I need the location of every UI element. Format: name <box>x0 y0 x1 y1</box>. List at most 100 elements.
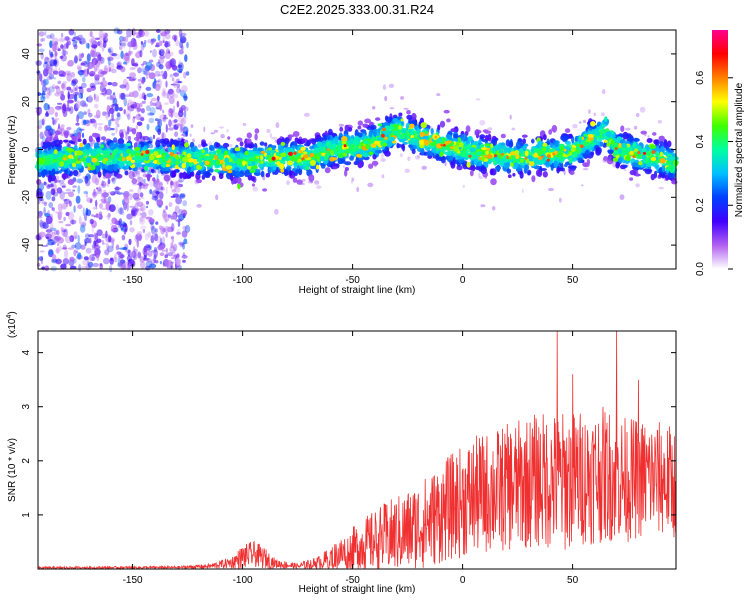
spectrogram-noise-cell <box>81 132 85 138</box>
spectrogram-cell <box>450 128 458 133</box>
spectrogram-noise-cell <box>160 70 164 74</box>
spectrogram-noise-cell <box>66 73 72 82</box>
spectrogram-cell <box>559 143 565 147</box>
spectrogram-noise-cell <box>93 245 101 250</box>
spectrogram-noise-cell <box>647 135 650 138</box>
spectrogram-cell <box>378 149 382 154</box>
spectrogram-hotspot <box>637 151 641 155</box>
spectrogram-cell <box>314 146 320 155</box>
spectrogram-noise-cell <box>155 235 162 244</box>
spectrogram-noise-cell <box>172 180 179 187</box>
spectrogram-cell <box>466 161 471 168</box>
spectrogram-cell <box>377 123 383 127</box>
spectrogram-noise-cell <box>45 215 53 225</box>
spectrogram-noise-cell <box>45 190 52 200</box>
spectrogram-noise-cell <box>179 194 186 199</box>
spectrogram-noise-cell <box>100 80 108 88</box>
spectrogram-noise-cell <box>49 53 54 58</box>
spectrogram-noise-cell <box>154 180 161 190</box>
spectrogram-cell <box>620 125 625 132</box>
colorbar-scale <box>712 30 728 269</box>
spectrogram-noise-cell <box>39 196 43 202</box>
spectrogram-cell <box>524 150 529 156</box>
spectrogram-noise-cell <box>41 85 47 94</box>
spectrogram-cell <box>393 124 399 128</box>
spectrogram-cell <box>101 162 106 170</box>
spectrogram-cell <box>75 160 82 164</box>
spectrogram-cell <box>244 150 249 156</box>
spectrogram-cell <box>242 160 246 167</box>
spectrogram-noise-cell <box>83 111 87 115</box>
spectrogram-noise-cell <box>40 51 44 60</box>
spectrogram-noise-cell <box>38 199 41 205</box>
spectrogram-cell <box>83 161 88 168</box>
spectrogram-noise-cell <box>172 105 176 114</box>
spectrogram-noise-cell <box>45 66 53 75</box>
spectrogram-noise-cell <box>143 39 147 44</box>
spectrogram-noise-cell <box>145 73 149 80</box>
spectrogram-noise-cell <box>114 105 120 112</box>
spectrogram-noise-cell <box>162 73 165 80</box>
spectrogram-noise-cell <box>179 193 186 198</box>
spectrogram-hotspot <box>271 156 276 161</box>
spectrogram-noise-cell <box>86 209 92 217</box>
spectrogram-noise-cell <box>619 194 625 200</box>
spectrogram-cell <box>625 155 631 162</box>
spectrogram-noise-cell <box>137 176 144 184</box>
spectrogram-cell <box>49 160 54 165</box>
spectrogram-cell <box>446 118 451 123</box>
spectrogram-cell <box>262 188 268 192</box>
spectrogram-noise-cell <box>97 53 102 62</box>
spectrogram-cell <box>469 169 474 177</box>
spectrogram-noise-cell <box>158 40 163 47</box>
spectrogram-noise-cell <box>128 189 134 193</box>
spectrogram-cell <box>181 163 186 169</box>
spectrogram-noise-cell <box>154 228 158 233</box>
spectrogram-noise-cell <box>43 115 47 122</box>
spectrogram-hotspot <box>494 154 497 158</box>
spectrogram-noise-cell <box>39 231 46 238</box>
spectrogram-cell <box>143 165 149 171</box>
spectrogram-noise-cell <box>131 77 137 80</box>
spectrogram-noise-cell <box>173 181 179 189</box>
spectrogram-cell <box>307 163 311 168</box>
spectrogram-noise-cell <box>351 177 355 182</box>
spectrogram-noise-cell <box>148 112 155 116</box>
spectrogram-noise-cell <box>168 202 173 207</box>
spectrogram-noise-cell <box>96 123 104 126</box>
spectrogram-noise-cell <box>48 202 54 208</box>
spectrogram-noise-cell <box>161 132 165 141</box>
spectrogram-noise-cell <box>181 254 188 259</box>
spectrogram-cell <box>474 129 480 136</box>
spectrogram-noise-cell <box>156 187 159 196</box>
spectrogram-noise-cell <box>114 117 119 126</box>
spectrogram-noise-cell <box>49 40 53 48</box>
spectrogram-noise-cell <box>111 217 117 224</box>
spectrogram-noise-cell <box>94 66 97 73</box>
spectrogram-cell <box>384 150 391 157</box>
spectrogram-cell <box>362 152 369 158</box>
spectrogram-noise-cell <box>127 249 131 257</box>
spectrogram-noise-cell <box>121 265 127 270</box>
spectrogram-cell <box>485 150 489 155</box>
spectrogram-noise-cell <box>178 49 184 55</box>
spectrogram-cell <box>216 159 221 166</box>
spectrogram-cell <box>467 136 473 142</box>
spectrogram-x-tick-label: -50 <box>345 275 360 286</box>
spectrogram-noise-cell <box>39 250 45 253</box>
spectrogram-cell <box>559 145 565 152</box>
spectrogram-noise-cell <box>381 153 384 159</box>
spectrogram-noise-cell <box>165 232 168 238</box>
spectrogram-cell <box>370 143 377 148</box>
spectrogram-cell <box>341 159 346 164</box>
spectrogram-cell <box>627 147 633 152</box>
spectrogram-cell <box>52 158 56 163</box>
spectrogram-cell <box>586 158 591 166</box>
spectrogram-noise-cell <box>81 102 86 108</box>
spectrogram-cell <box>486 154 493 159</box>
spectrogram-noise-cell <box>64 36 70 41</box>
spectrogram-cell <box>439 151 444 157</box>
spectrogram-noise-cell <box>145 265 151 271</box>
spectrogram-noise-cell <box>414 155 420 160</box>
